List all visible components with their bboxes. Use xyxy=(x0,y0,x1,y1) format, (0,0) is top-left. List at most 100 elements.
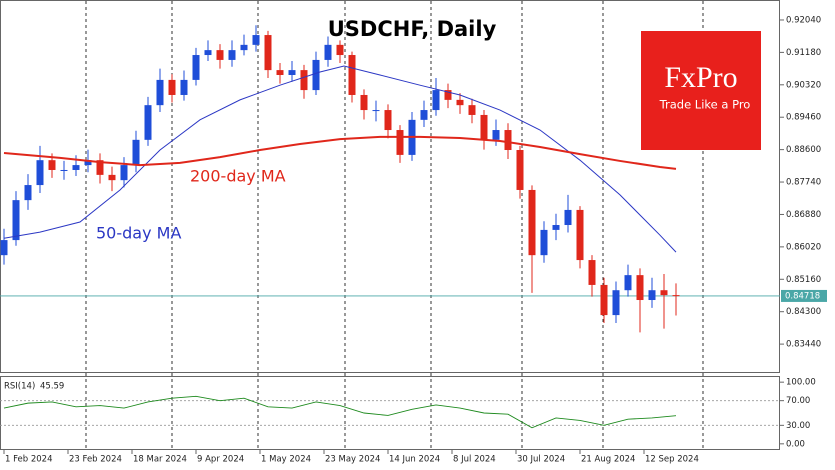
x-tick-label: 8 Jul 2024 xyxy=(453,455,496,465)
candle-body xyxy=(348,55,356,95)
y-tick-label: 0.85160 xyxy=(786,275,821,285)
rsi-line xyxy=(3,395,677,429)
candle-body xyxy=(48,160,56,170)
candle-body xyxy=(96,160,104,175)
candle-body xyxy=(288,70,296,76)
candle-body xyxy=(444,90,452,100)
rsi-tick-label: 30.00 xyxy=(786,421,810,431)
y-tick-label: 0.83440 xyxy=(786,340,821,350)
candle-body xyxy=(492,130,500,140)
candle-body xyxy=(84,160,92,166)
ma-line xyxy=(3,65,677,253)
chart-title: USDCHF, Daily xyxy=(328,17,497,41)
x-tick-label: 23 May 2024 xyxy=(325,455,380,465)
rsi-tick-label: 70.00 xyxy=(786,396,810,406)
rsi-label: RSI(14) xyxy=(4,382,35,392)
candle-body xyxy=(588,260,596,285)
candle-body xyxy=(552,225,560,230)
x-tick-label: 1 Feb 2024 xyxy=(5,455,53,465)
candle-body xyxy=(384,110,392,131)
ma-label: 50-day MA xyxy=(96,224,181,243)
candle-body xyxy=(420,110,428,120)
current-price-box xyxy=(781,289,827,302)
candle-body xyxy=(576,209,584,261)
candle-body xyxy=(612,290,620,316)
candle-body xyxy=(396,130,404,155)
candle-body xyxy=(0,240,8,256)
x-tick-label: 14 Jun 2024 xyxy=(389,455,440,465)
rsi-tick-label: 0.00 xyxy=(786,439,805,449)
candle-body xyxy=(108,174,116,181)
candle-body xyxy=(240,44,248,51)
rsi-last: 45.59 xyxy=(40,382,64,392)
x-tick-label: 21 Aug 2024 xyxy=(581,455,635,465)
candle-body xyxy=(540,229,548,256)
candle-body xyxy=(12,200,20,241)
ma-label: 200-day MA xyxy=(190,167,286,186)
candle-body xyxy=(456,99,464,106)
y-tick-label: 0.86880 xyxy=(786,210,821,220)
candle-body xyxy=(252,35,260,45)
candle-body xyxy=(216,50,224,60)
candle-body xyxy=(156,79,164,106)
candle-body xyxy=(72,165,80,170)
candle-body xyxy=(636,275,644,301)
ma-line xyxy=(3,135,677,170)
candle-body xyxy=(168,79,176,95)
y-tick-label: 0.90320 xyxy=(786,80,821,90)
candle-body xyxy=(120,165,128,181)
y-tick-label: 0.87740 xyxy=(786,178,821,188)
candle-body xyxy=(648,290,656,301)
rsi-panel xyxy=(0,376,780,450)
x-tick-label: 30 Jul 2024 xyxy=(517,455,565,465)
y-tick-label: 0.86020 xyxy=(786,242,821,252)
candle-body xyxy=(372,110,380,112)
logo-brand: FxPro xyxy=(664,61,737,94)
candle-body xyxy=(600,284,608,316)
x-tick-label: 1 May 2024 xyxy=(261,455,311,465)
candle-body xyxy=(480,114,488,140)
candle-body xyxy=(36,160,44,186)
x-tick-label: 18 Mar 2024 xyxy=(133,455,187,465)
candle-body xyxy=(312,59,320,91)
candle-body xyxy=(264,35,272,71)
candle-body xyxy=(516,150,524,190)
candle-body xyxy=(60,169,68,171)
candle-body xyxy=(204,50,212,56)
candle-body xyxy=(360,94,368,111)
candle-body xyxy=(528,189,536,256)
logo-box xyxy=(641,31,761,150)
candle-body xyxy=(192,55,200,80)
y-tick-label: 0.84300 xyxy=(786,307,821,317)
candle-body xyxy=(564,209,572,226)
candle-body xyxy=(432,90,440,111)
candle-body xyxy=(672,295,680,297)
x-tick-label: 9 Apr 2024 xyxy=(197,455,244,465)
marks xyxy=(0,25,780,333)
candle-body xyxy=(468,105,476,115)
candle-body xyxy=(660,290,668,296)
candle-body xyxy=(336,44,344,56)
x-tick-label: 12 Sep 2024 xyxy=(645,455,699,465)
candle-body xyxy=(228,50,236,60)
candle-body xyxy=(132,139,140,166)
logo-tagline: Trade Like a Pro xyxy=(659,98,751,112)
y-tick-label: 0.89460 xyxy=(786,113,821,123)
rsi-tick-label: 100.00 xyxy=(786,378,816,388)
current-price-label: 0.84718 xyxy=(785,291,820,301)
candle-body xyxy=(276,70,284,76)
candle-body xyxy=(324,44,332,60)
x-tick-label: 23 Feb 2024 xyxy=(69,455,122,465)
main-panel xyxy=(0,0,780,373)
y-tick-label: 0.91180 xyxy=(786,48,821,58)
candle-body xyxy=(180,79,188,95)
candle-body xyxy=(144,105,152,140)
candle-body xyxy=(24,185,32,201)
y-tick-label: 0.92040 xyxy=(786,15,821,25)
candle-body xyxy=(300,70,308,91)
y-tick-label: 0.88600 xyxy=(786,145,821,155)
candle-body xyxy=(624,275,632,291)
candle-body xyxy=(504,130,512,151)
